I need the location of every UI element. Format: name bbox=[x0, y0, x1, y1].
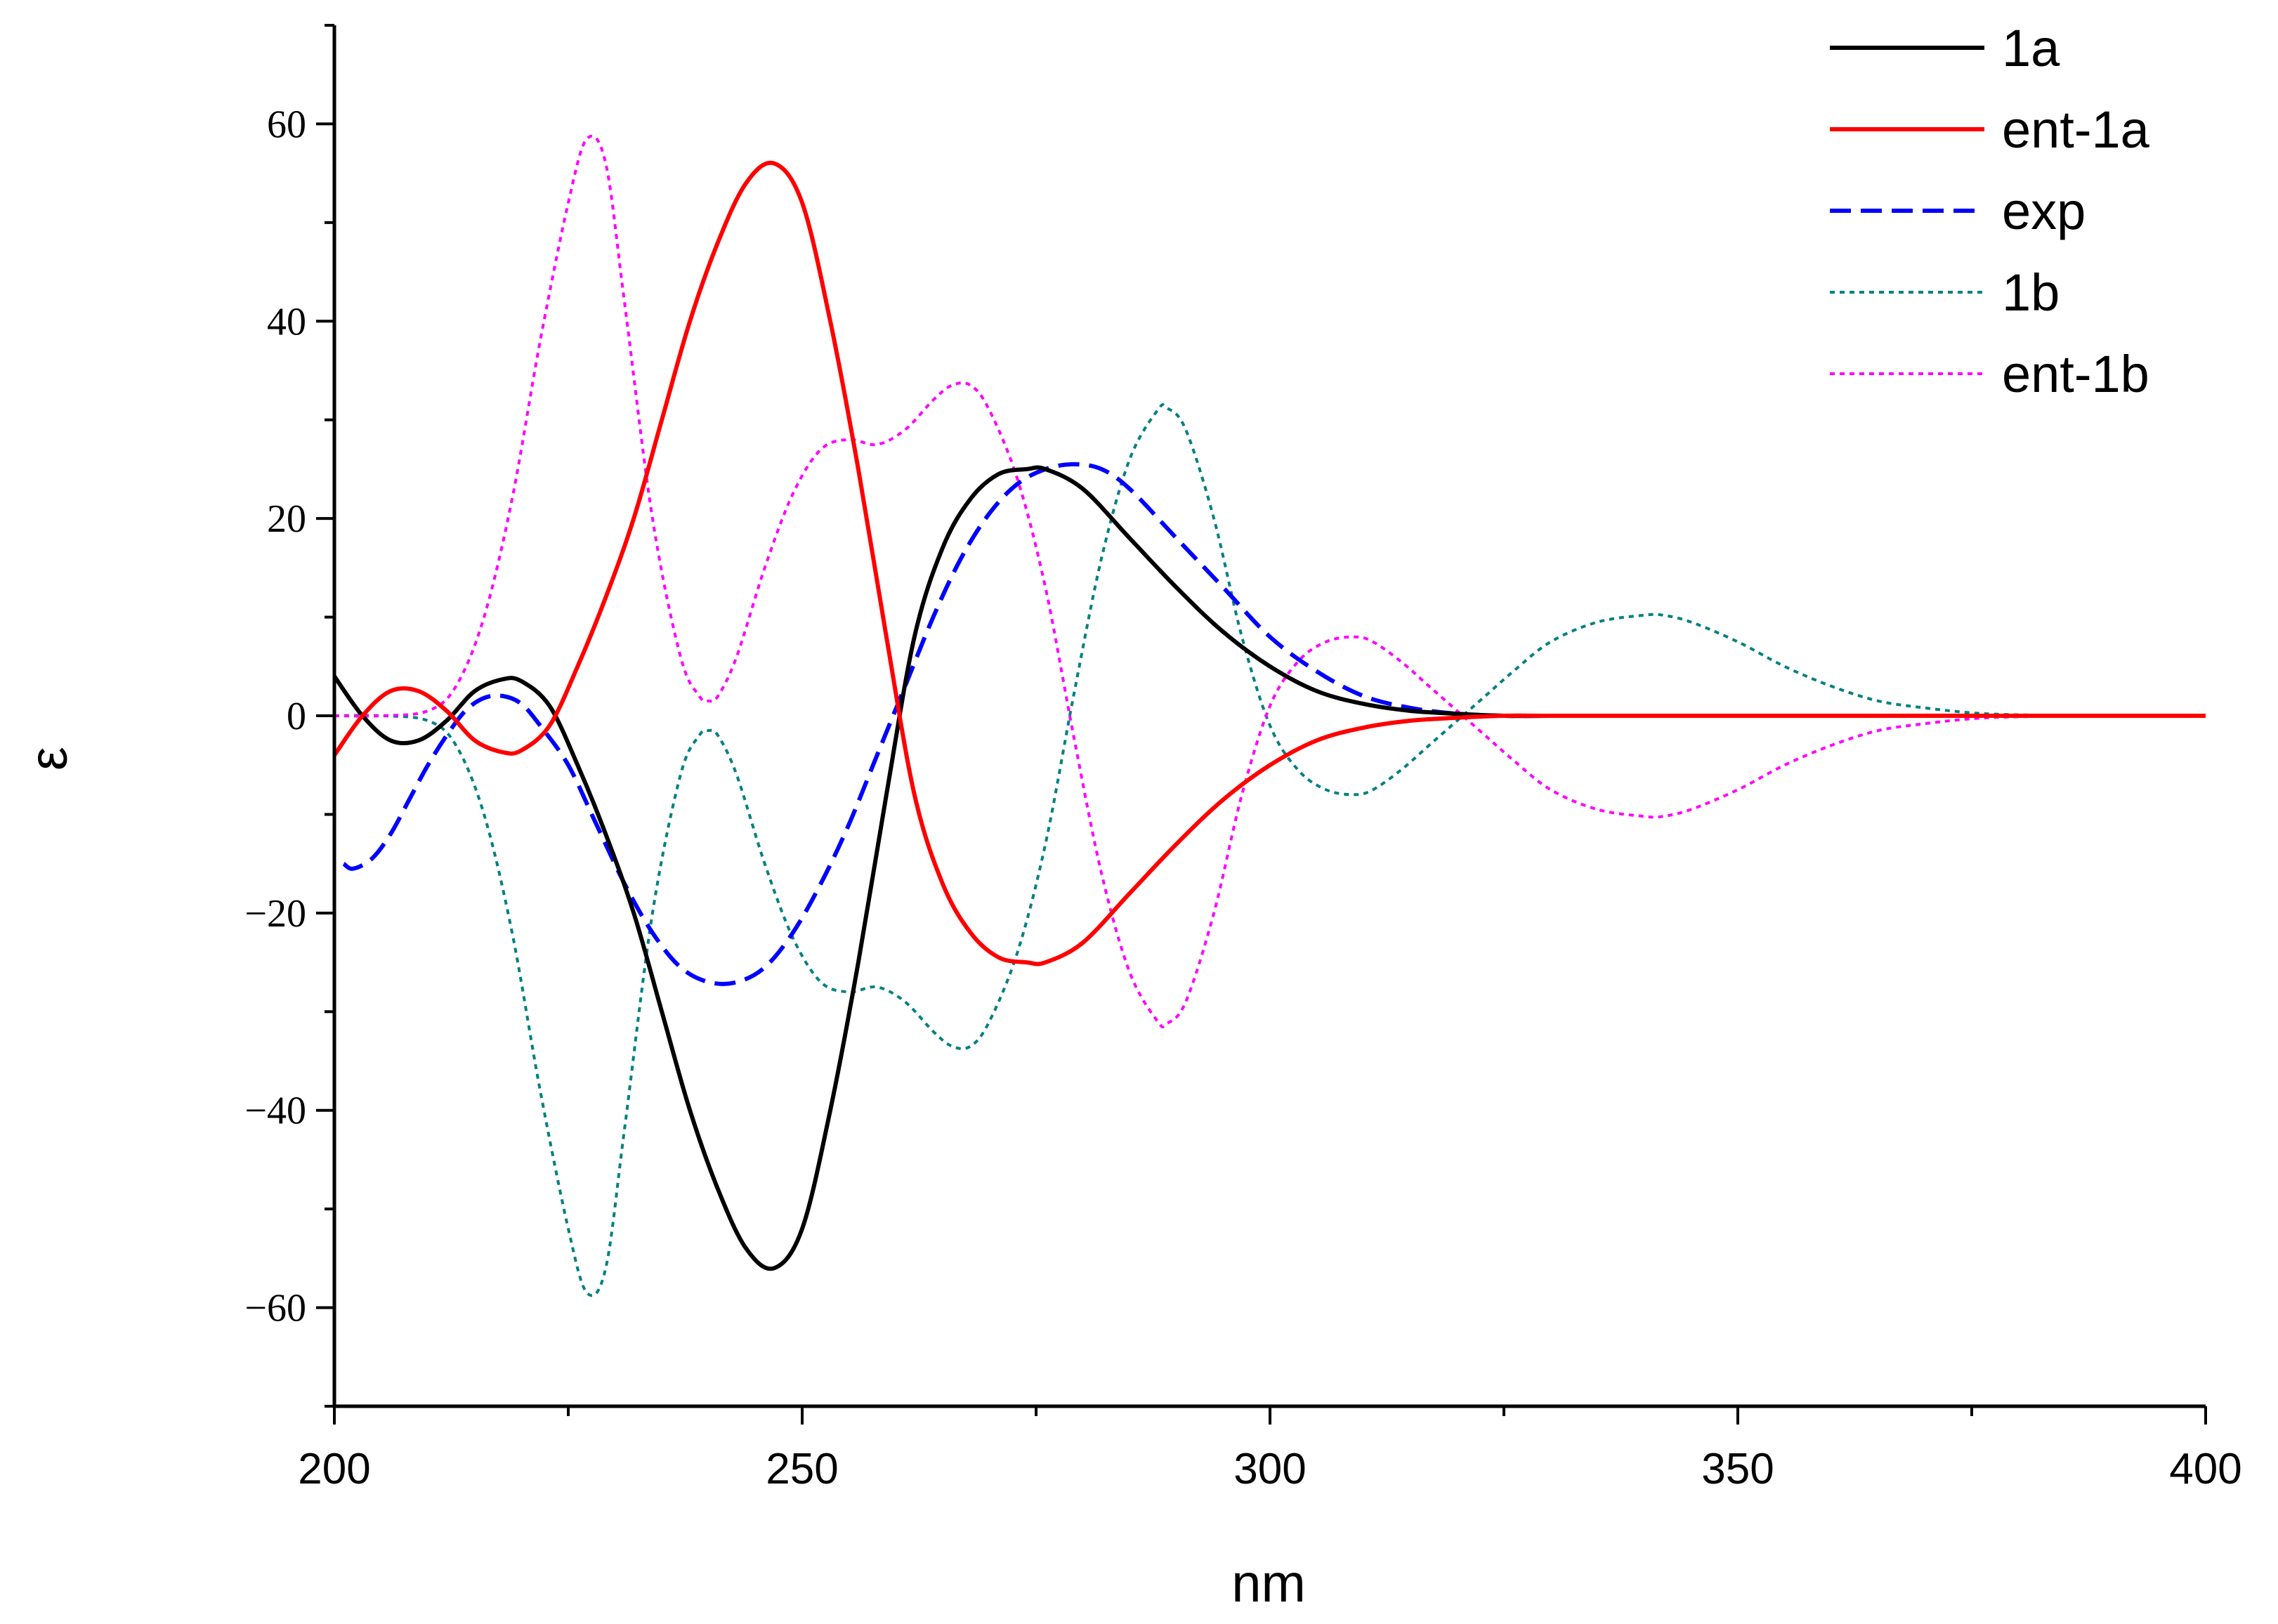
x-tick-label: 350 bbox=[1701, 1445, 1774, 1493]
legend-label-ent-1a: ent-1a bbox=[2002, 100, 2150, 159]
legend: 1a ent-1a exp 1b ent-1b bbox=[1830, 19, 2150, 403]
series-line-1b bbox=[334, 402, 2206, 1297]
y-tick-label: 20 bbox=[267, 497, 306, 541]
y-tick-label: −60 bbox=[244, 1287, 306, 1330]
series-lines bbox=[332, 134, 2206, 1297]
series-line-ent-1b bbox=[334, 134, 2206, 1029]
legend-label-ent-1b: ent-1b bbox=[2002, 345, 2149, 403]
x-tick-label: 400 bbox=[2169, 1445, 2241, 1493]
legend-label-1b: 1b bbox=[2002, 263, 2060, 322]
x-axis-title: nm bbox=[1231, 1554, 1306, 1613]
legend-label-1a: 1a bbox=[2002, 19, 2060, 77]
y-tick-label: 40 bbox=[267, 300, 306, 343]
y-tick-label: 0 bbox=[287, 695, 306, 738]
x-tick-label: 250 bbox=[766, 1445, 838, 1493]
y-ticks: −60 −40 −20 0 20 40 60 bbox=[244, 24, 334, 1408]
x-ticks: 200 250 300 350 400 bbox=[298, 1406, 2242, 1493]
series-line-ent-1a bbox=[332, 160, 2206, 967]
legend-label-exp: exp bbox=[2002, 182, 2086, 240]
x-tick-label: 200 bbox=[298, 1445, 370, 1493]
y-axis-title: ε bbox=[19, 747, 79, 771]
y-tick-label: 60 bbox=[267, 103, 306, 146]
x-tick-label: 300 bbox=[1233, 1445, 1306, 1493]
y-tick-label: −40 bbox=[244, 1089, 306, 1133]
series-line-1a bbox=[332, 465, 2206, 1271]
y-tick-label: −20 bbox=[244, 892, 306, 936]
